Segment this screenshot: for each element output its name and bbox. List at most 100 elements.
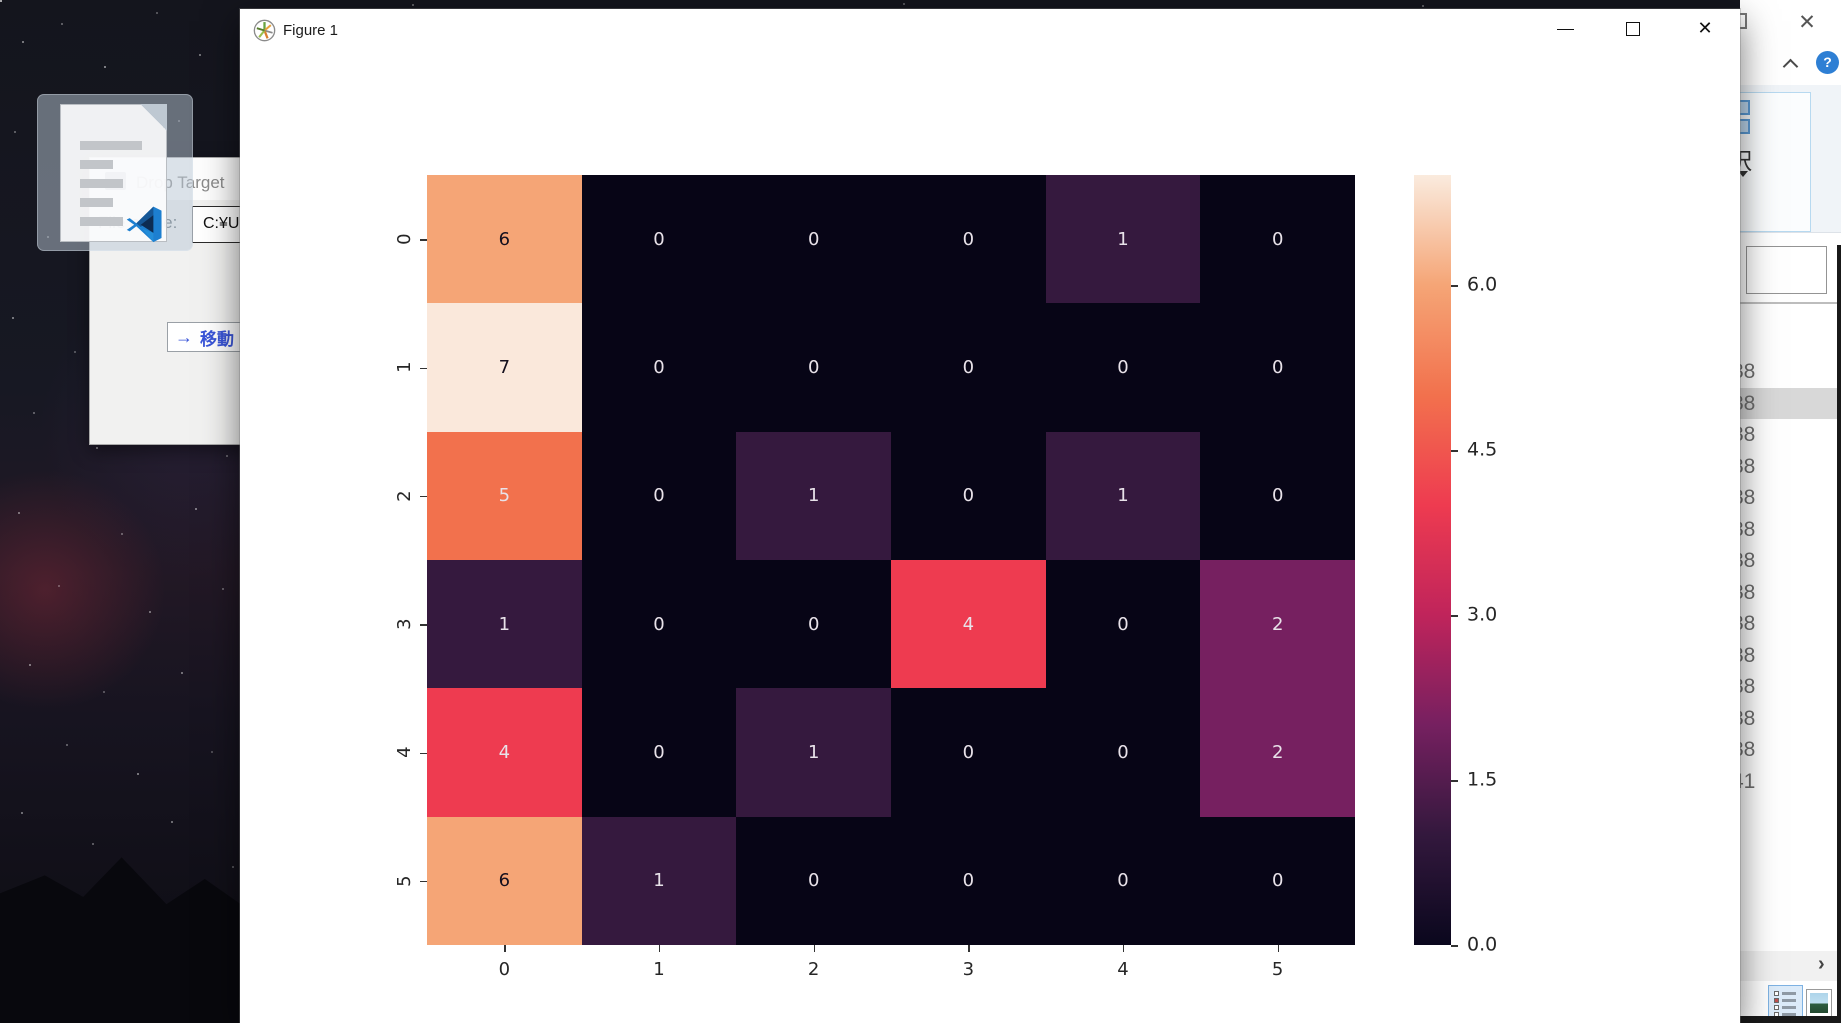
ribbon-select-button[interactable] (1740, 92, 1811, 232)
figure-titlebar[interactable]: Figure 1 ✕ (240, 9, 1740, 52)
file-list-item[interactable]: 38 (1740, 577, 1837, 609)
x-tick-label: 2 (807, 959, 820, 980)
file-list-item[interactable]: 38 (1740, 514, 1837, 546)
background-close-button[interactable]: ✕ (1798, 11, 1816, 34)
y-axis-tick-labels: 0 1 2 3 4 5 (388, 175, 420, 945)
file-list-item-label: 38 (1740, 675, 1756, 698)
x-tick-label: 3 (962, 959, 975, 980)
dialog-filename-field[interactable] (1746, 246, 1827, 294)
heatmap-cell-4-3: 0 (891, 688, 1046, 817)
minimize-button[interactable] (1542, 9, 1588, 49)
help-button[interactable]: ? (1816, 51, 1839, 74)
maximize-button[interactable] (1610, 9, 1656, 49)
file-list-item[interactable]: 38 (1740, 671, 1837, 703)
page-fold-corner (140, 104, 167, 131)
file-list-item[interactable]: 38 (1740, 356, 1837, 388)
grid-icon (1740, 100, 1750, 115)
heatmap-cell-2-2: 1 (736, 431, 891, 560)
y-tick-label: 0 (393, 233, 415, 245)
file-list-item[interactable]: 38 (1740, 734, 1837, 766)
x-tick-label: 0 (498, 959, 511, 980)
y-tick-label: 1 (393, 361, 415, 374)
heatmap-cell-0-3: 0 (891, 175, 1046, 304)
heatmap-cell-1-4: 0 (1045, 303, 1201, 432)
heatmap-cell-2-4: 1 (1045, 431, 1201, 560)
stars-decoration (0, 0, 2, 2)
restore-window-icon[interactable] (1740, 13, 1747, 29)
x-tick-label: 1 (653, 959, 665, 980)
heatmap-cell-3-2: 0 (736, 559, 891, 689)
file-list-item-label: 41 (1740, 769, 1756, 793)
y-tick-label: 5 (393, 875, 415, 887)
heatmap-cell-2-5: 0 (1200, 431, 1355, 560)
move-label: 移動 (200, 329, 234, 349)
heatmap-cell-0-2: 0 (736, 175, 891, 304)
horizontal-scrollbar[interactable]: › (1740, 951, 1837, 981)
file-list-item-label: 38 (1740, 423, 1756, 446)
heatmap-cell-4-1: 0 (581, 688, 737, 817)
vscode-icon (126, 206, 162, 243)
figure-title: Figure 1 (283, 22, 339, 39)
drag-move-tooltip: → 移動 (167, 322, 247, 352)
file-list-item-label: 38 (1740, 517, 1756, 541)
screen-edge (1837, 245, 1841, 1023)
grid-icon (1740, 119, 1750, 134)
close-button[interactable]: ✕ (1682, 9, 1728, 49)
heatmap-cell-5-4: 0 (1045, 816, 1201, 945)
heatmap-cell-3-0: 1 (427, 559, 582, 689)
colorbar-tick-label: 3.0 (1467, 603, 1498, 626)
heatmap-cell-1-1: 0 (581, 303, 737, 432)
file-list-item-label: 38 (1740, 643, 1756, 667)
file-list-item-label: 38 (1740, 549, 1756, 572)
file-list: 38 38 38 38 38 38 38 38 38 38 38 38 38 41 (1740, 356, 1837, 797)
heatmap-cell-0-5: 0 (1200, 175, 1355, 304)
details-view-button[interactable] (1768, 985, 1803, 1021)
heatmap-cell-1-5: 0 (1200, 303, 1355, 432)
colorbar-tick-label: 0.0 (1467, 933, 1498, 956)
file-list-item[interactable]: 41 (1740, 766, 1837, 798)
file-list-item[interactable]: 38 (1740, 608, 1837, 640)
heatmap-cell-0-1: 0 (581, 175, 737, 304)
x-tick-label: 4 (1117, 959, 1129, 980)
screen-edge (1740, 1016, 1841, 1023)
file-list-item[interactable]: 38 (1740, 482, 1837, 514)
heatmap-cell-5-5: 0 (1200, 816, 1355, 945)
file-list-item-label: 38 (1740, 486, 1756, 509)
colorbar (1414, 175, 1451, 945)
heatmap-cell-4-2: 1 (736, 688, 891, 817)
heatmap-cell-3-3: 4 (891, 559, 1046, 689)
heatmap-cell-5-1: 1 (581, 816, 737, 945)
heatmap-cell-5-2: 0 (736, 816, 891, 945)
colorbar-tick-label: 4.5 (1467, 438, 1498, 461)
background-app-window: ✕ ? 択 38 38 38 38 38 38 38 38 38 38 38 38 38 41 › (1740, 0, 1841, 1023)
file-list-item-label: 38 (1740, 706, 1756, 730)
heatmap-cell-4-5: 2 (1200, 688, 1355, 817)
heatmap-cell-1-3: 0 (891, 303, 1046, 432)
file-list-item[interactable]: 38 (1740, 451, 1837, 483)
scroll-right-icon[interactable]: › (1818, 953, 1825, 975)
ribbon-select-label: 択 (1740, 149, 1752, 175)
heatmap-cell-5-0: 6 (427, 816, 582, 945)
thumbnail-icon (1810, 993, 1828, 1013)
minimize-icon (1556, 28, 1574, 30)
file-list-item[interactable]: 38 (1740, 545, 1837, 577)
collapse-ribbon-icon[interactable] (1782, 58, 1799, 75)
file-list-item[interactable]: 38 (1740, 703, 1837, 735)
colorbar-tick-label: 1.5 (1467, 768, 1498, 791)
file-list-item[interactable]: 38 (1740, 387, 1837, 419)
file-list-item-label: 38 (1740, 580, 1756, 604)
heatmap-cell-2-1: 0 (581, 431, 737, 560)
ribbon-strip: 択 (1740, 85, 1841, 233)
heatmap-cell-1-0: 7 (427, 303, 582, 432)
heatmap-cell-2-0: 5 (427, 431, 582, 560)
file-list-item-label: 38 (1740, 360, 1756, 383)
heatmap-cell-5-3: 0 (891, 816, 1046, 945)
maximize-icon (1626, 22, 1640, 36)
file-list-item[interactable]: 38 (1740, 419, 1837, 451)
thumbnail-view-button[interactable] (1806, 989, 1832, 1017)
heatmap-cell-4-0: 4 (427, 688, 582, 817)
y-tick-label: 4 (393, 746, 415, 759)
file-list-item[interactable]: 38 (1740, 640, 1837, 672)
